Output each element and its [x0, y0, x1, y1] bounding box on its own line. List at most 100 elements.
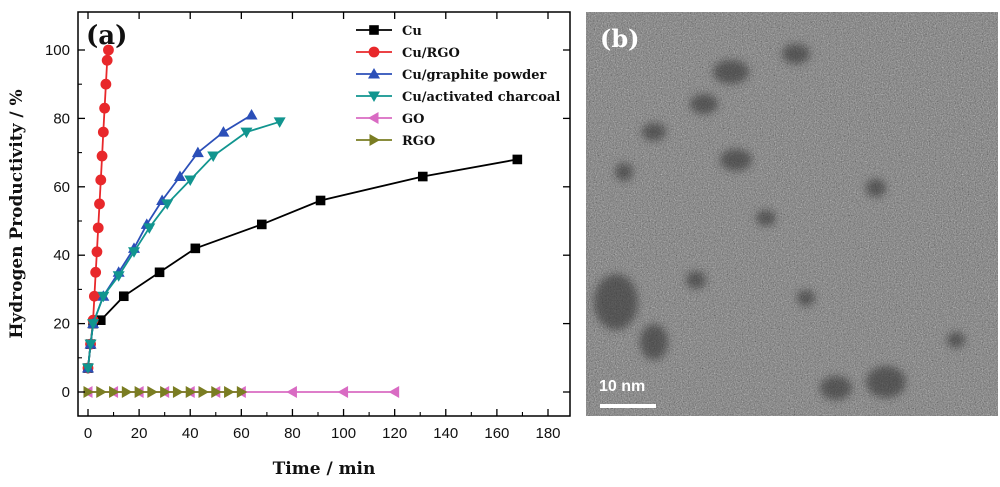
panel-b-label: (b) — [600, 24, 640, 53]
data-point — [315, 195, 326, 206]
data-point — [134, 386, 146, 398]
data-point — [118, 291, 129, 302]
data-point — [101, 54, 113, 66]
y-tick-label: 80 — [53, 110, 70, 127]
legend-entry: RGO — [356, 134, 435, 149]
x-tick-label: 100 — [331, 425, 356, 442]
data-point — [369, 134, 380, 146]
data-point — [368, 46, 380, 58]
tem-particles — [594, 44, 965, 400]
data-point — [160, 386, 171, 398]
data-point — [286, 386, 297, 398]
x-tick-label: 160 — [484, 425, 509, 442]
data-point — [112, 271, 125, 282]
y-tick-label: 40 — [53, 247, 70, 264]
legend-label: Cu — [402, 24, 422, 39]
legend-label: Cu/graphite powder — [402, 68, 547, 83]
data-point — [95, 174, 107, 186]
panel-a-label: (a) — [86, 21, 127, 51]
x-tick-label: 140 — [433, 425, 458, 442]
data-point — [100, 78, 112, 90]
data-point — [109, 386, 120, 398]
data-point — [368, 91, 380, 102]
data-point — [256, 219, 267, 230]
series-layer — [82, 44, 523, 398]
chart-panel-a: 0 20 40 60 80 100 120 140 160 180 0 20 40 60 80 100 (a)… — [7, 11, 571, 479]
data-point — [217, 126, 230, 137]
data-point — [245, 108, 258, 120]
data-point — [97, 291, 110, 303]
data-point — [147, 386, 158, 398]
data-point — [96, 386, 107, 398]
data-point — [84, 339, 97, 351]
legend-entry: GO — [356, 112, 424, 127]
data-point — [185, 386, 197, 398]
x-tick-label: 180 — [535, 425, 560, 442]
data-point — [224, 386, 235, 398]
legend-entry: Cu/RGO — [356, 46, 460, 61]
data-point — [121, 386, 133, 398]
y-tick-label: 20 — [53, 316, 70, 333]
data-point — [96, 150, 108, 162]
scale-bar-label: 10 nm — [599, 378, 646, 395]
data-point — [388, 386, 400, 398]
legend-entry: Cu/activated charcoal — [356, 90, 560, 105]
data-point — [184, 175, 197, 186]
data-point — [82, 363, 94, 375]
x-tick-label: 0 — [84, 425, 92, 442]
tick-layer: 0 20 40 60 80 100 120 140 160 180 0 20 40 60 80 100 — [45, 12, 570, 442]
x-tick-label: 80 — [284, 425, 301, 442]
legend-entry: Cu — [356, 24, 422, 39]
x-tick-label: 60 — [233, 425, 250, 442]
data-point — [512, 154, 523, 165]
data-point — [240, 127, 253, 139]
y-tick-label: 100 — [45, 42, 70, 59]
legend-label: RGO — [402, 134, 435, 149]
legend-entry: Cu/graphite powder — [356, 68, 547, 83]
x-tick-label: 20 — [131, 425, 148, 442]
legend-label: Cu/RGO — [402, 46, 460, 61]
data-point — [369, 25, 379, 35]
data-point — [174, 170, 186, 182]
y-tick-label: 0 — [62, 384, 70, 401]
data-point — [91, 246, 103, 258]
x-tick-label: 120 — [382, 425, 407, 442]
data-point — [128, 247, 140, 258]
data-point — [143, 223, 156, 234]
data-point — [172, 386, 184, 398]
data-point — [368, 112, 379, 124]
data-point — [190, 243, 201, 254]
data-point — [207, 151, 220, 163]
data-point — [88, 290, 100, 302]
data-point — [103, 44, 114, 56]
x-axis-label: Time / min — [273, 459, 376, 479]
data-point — [368, 68, 380, 79]
data-point — [87, 319, 100, 330]
data-point — [92, 222, 104, 234]
data-point — [154, 267, 165, 278]
data-point — [236, 386, 248, 398]
data-point — [198, 386, 209, 398]
data-point — [191, 146, 204, 158]
data-point — [95, 315, 106, 325]
data-point — [94, 198, 105, 210]
data-point — [337, 386, 349, 398]
tem-micrograph — [586, 12, 998, 416]
data-point — [161, 199, 174, 210]
legend: Cu Cu/RGO Cu/graphite powder Cu/activated c… — [356, 24, 560, 149]
data-point — [99, 102, 111, 114]
data-point — [273, 117, 286, 128]
series-cu-activated-charcoal — [82, 117, 286, 375]
scale-bar — [600, 404, 656, 408]
y-tick-label: 60 — [53, 179, 70, 196]
data-point — [211, 386, 222, 398]
data-point — [83, 386, 94, 398]
x-tick-label: 40 — [182, 425, 199, 442]
data-point — [90, 266, 102, 278]
series-rgo — [83, 386, 248, 398]
y-axis-label: Hydrogen Productivity / % — [7, 89, 27, 338]
legend-label: Cu/activated charcoal — [402, 90, 560, 105]
data-point — [417, 171, 428, 182]
legend-label: GO — [402, 112, 424, 127]
